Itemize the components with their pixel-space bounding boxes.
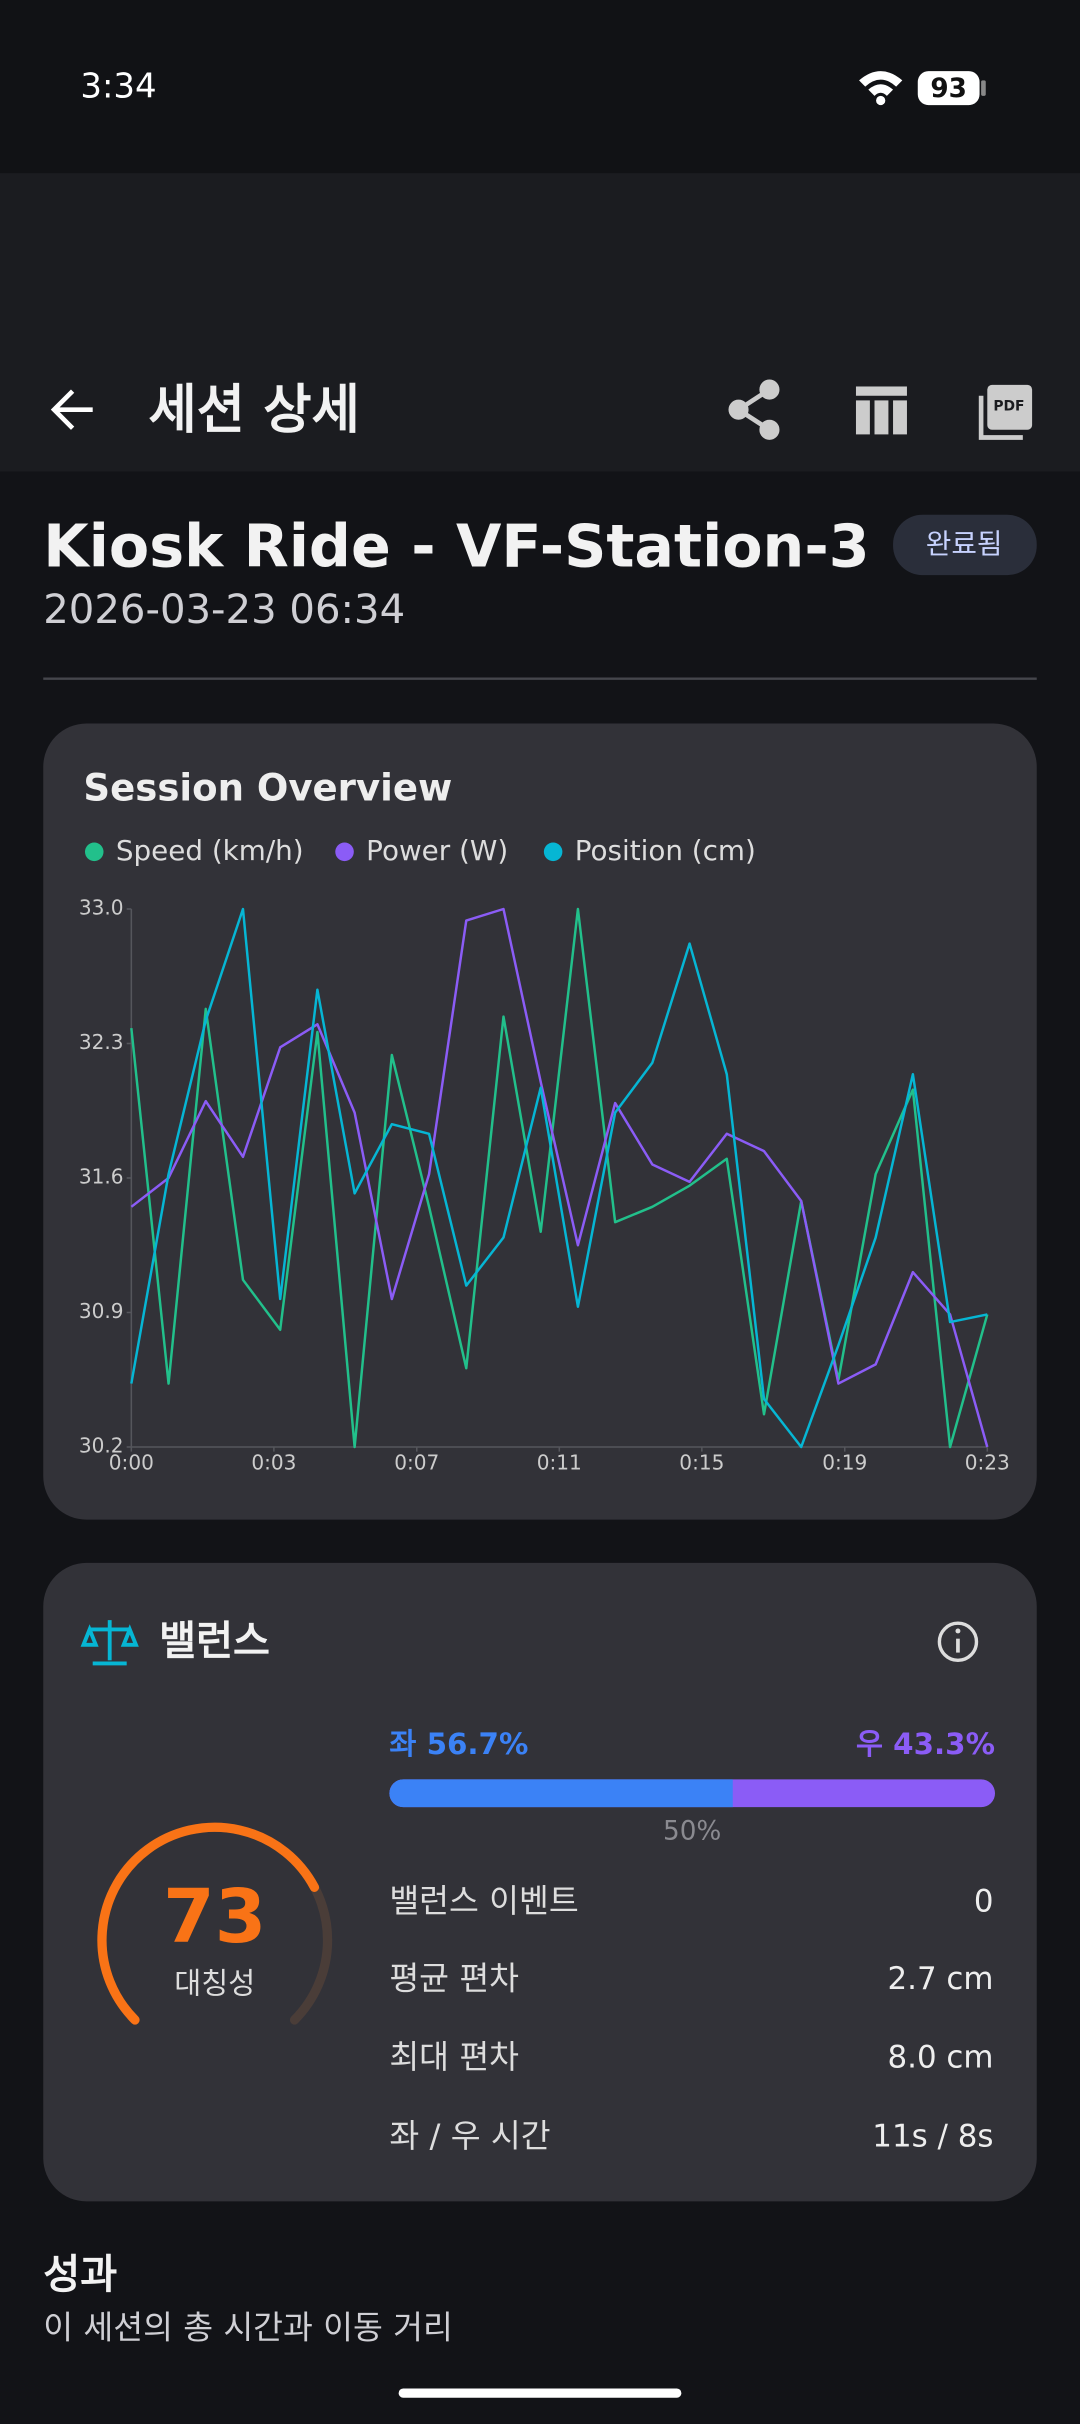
left-label: 좌 56.7% — [389, 1727, 528, 1761]
battery — [917, 71, 980, 106]
center-label: 50% — [663, 1816, 721, 1846]
symmetry-gauge — [97, 1822, 333, 2025]
legend-label: Position (cm) — [575, 834, 756, 867]
balance-title: 밸런스 — [159, 1618, 270, 1664]
x-tick-label: 0:03 — [251, 1450, 296, 1474]
x-tick-label: 0:11 — [537, 1450, 582, 1474]
x-tick-label: 0:19 — [822, 1450, 867, 1474]
row-value: 2.7 cm — [887, 1961, 993, 1997]
status-chip — [893, 514, 1037, 576]
pdf-icon-text: PDF — [993, 399, 1024, 415]
y-tick-label: 30.9 — [79, 1299, 124, 1323]
home-indicator — [398, 2388, 682, 2398]
legend-swatch — [84, 842, 104, 862]
row-value: 0 — [974, 1884, 994, 1920]
x-tick-label: 0:23 — [965, 1450, 1010, 1474]
row-label: 최대 편차 — [389, 2038, 519, 2076]
series-line — [130, 907, 989, 1449]
x-tick-label: 0:00 — [109, 1450, 154, 1474]
y-tick-label: 32.3 — [79, 1030, 124, 1054]
row-label: 밸런스 이벤트 — [389, 1882, 578, 1920]
y-tick-label: 31.6 — [79, 1164, 124, 1188]
row-value: 11s / 8s — [872, 2118, 993, 2154]
section-subtitle: 이 세션의 총 시간과 이동 거리 — [43, 2309, 453, 2347]
chart-card — [43, 723, 1037, 1520]
session-title: Kiosk Ride - VF-Station-3 — [43, 511, 869, 580]
session-date: 2026-03-23 06:34 — [43, 587, 405, 633]
status-chip-text: 완료됨 — [926, 528, 1003, 561]
wifi-icon — [859, 71, 903, 106]
right-label: 우 43.3% — [856, 1727, 995, 1761]
share-button[interactable] — [728, 379, 780, 440]
row-label: 좌 / 우 시간 — [389, 2117, 550, 2155]
balance-left-segment — [389, 1779, 733, 1808]
symmetry-score: 73 — [163, 1874, 266, 1960]
symmetry-label: 대칭성 — [174, 1966, 255, 2000]
series-line — [130, 907, 988, 1449]
legend-label: Speed (km/h) — [116, 834, 304, 867]
chart: Session Overview Speed (km/h) Power (W) Pos… — [79, 766, 1010, 1474]
series-line — [130, 907, 989, 1448]
status-bar — [0, 0, 1080, 174]
section-title: 성과 — [43, 2252, 117, 2298]
legend-swatch — [543, 842, 563, 862]
gauge-value — [97, 1822, 320, 2025]
balance-card — [43, 1562, 1037, 2202]
back-button[interactable] — [50, 389, 93, 430]
row-label: 평균 편차 — [389, 1959, 519, 1997]
x-tick-label: 0:07 — [394, 1450, 439, 1474]
battery-tip — [981, 80, 986, 96]
balance-icon — [80, 1620, 139, 1666]
legend-label: Power (W) — [366, 834, 508, 867]
table-button[interactable] — [855, 386, 907, 435]
chart-title: Session Overview — [83, 766, 452, 809]
battery-level: 93 — [930, 74, 967, 104]
balance-bar — [389, 1779, 996, 1808]
pdf-button[interactable]: PDF — [978, 384, 1033, 440]
x-tick-label: 0:15 — [679, 1450, 724, 1474]
balance-rows: 밸런스 이벤트 0 평균 편차 2.7 cm 최대 편차 8.0 cm 좌 / 우 시간 11… — [389, 1882, 993, 2155]
status-time: 3:34 — [80, 67, 156, 107]
legend-swatch — [335, 842, 354, 862]
app-bar-title: 세션 상세 — [148, 379, 360, 440]
info-button[interactable] — [937, 1621, 979, 1663]
y-tick-label: 30.2 — [79, 1433, 124, 1457]
y-tick-label: 33.0 — [79, 895, 124, 919]
row-value: 8.0 cm — [887, 2040, 993, 2076]
